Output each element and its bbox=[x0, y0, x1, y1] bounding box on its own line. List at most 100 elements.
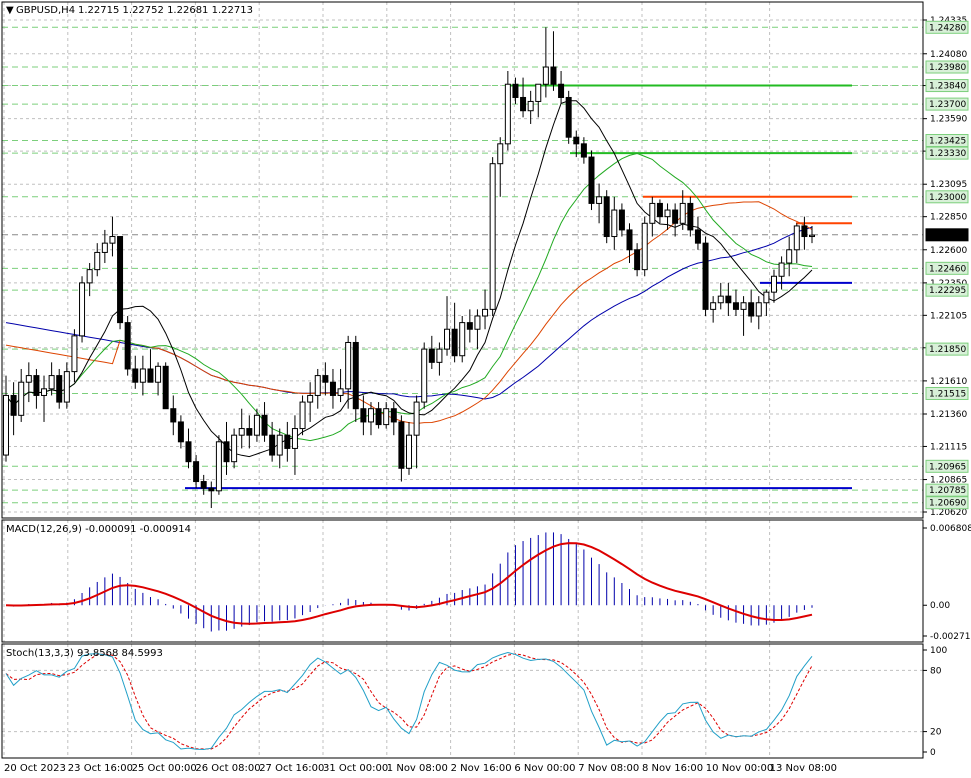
price-tag bbox=[925, 342, 969, 356]
candle-body bbox=[421, 348, 428, 403]
price-tag-label: 1.23700 bbox=[929, 100, 966, 110]
candle-body bbox=[649, 202, 656, 224]
candle-body bbox=[740, 302, 747, 310]
candle-body bbox=[489, 163, 496, 310]
price-tag-label: 1.22295 bbox=[929, 286, 966, 296]
candle-body bbox=[261, 414, 268, 436]
macd-signal-line bbox=[5, 542, 813, 625]
grid-layer bbox=[2, 2, 923, 758]
price-tag bbox=[925, 79, 969, 93]
candle-body bbox=[603, 196, 610, 238]
candle-body bbox=[542, 66, 549, 85]
price-tag bbox=[925, 386, 969, 400]
time-axis-label: 10 Nov 00:00 bbox=[706, 763, 773, 774]
candle-body bbox=[732, 302, 739, 310]
candle-body bbox=[504, 83, 511, 145]
candle-body bbox=[398, 421, 405, 469]
macd-label: MACD(12,26,9) -0.000091 -0.000914 bbox=[6, 524, 191, 535]
candle-body bbox=[10, 394, 17, 416]
ma-blue-line bbox=[5, 226, 813, 400]
price-axis-label: 1.20865 bbox=[930, 476, 967, 486]
stoch-axis-label: 80 bbox=[930, 666, 942, 676]
candle-body bbox=[512, 83, 519, 98]
candle-body bbox=[550, 66, 557, 85]
candle-body bbox=[717, 295, 724, 304]
candle-body bbox=[755, 302, 762, 317]
candle-body bbox=[656, 202, 663, 218]
price-axis-label: 1.23095 bbox=[930, 180, 967, 190]
candle-body bbox=[291, 428, 298, 449]
candle-body bbox=[748, 302, 755, 317]
price-axis-label: 1.24080 bbox=[930, 50, 967, 60]
price-tag bbox=[925, 146, 969, 160]
candle-body bbox=[284, 434, 291, 449]
time-axis-label: 23 Oct 16:00 bbox=[68, 763, 133, 774]
macd-axis-label: 0.00 bbox=[930, 601, 950, 611]
candle-body bbox=[253, 414, 260, 436]
time-axis-label: 13 Nov 08:00 bbox=[770, 763, 837, 774]
stochastic-panel: 100 80 20 0 bbox=[2, 646, 947, 758]
candle-body bbox=[25, 375, 32, 383]
candle-body bbox=[451, 328, 458, 357]
candle-body bbox=[482, 308, 489, 317]
price-tag bbox=[925, 60, 969, 74]
stoch-axis-label: 100 bbox=[930, 646, 947, 656]
candle-body bbox=[147, 368, 154, 383]
price-tag-label: 1.20785 bbox=[929, 486, 966, 496]
candle-body bbox=[329, 381, 336, 396]
candle-body bbox=[246, 428, 253, 436]
stoch-label: Stoch(13,3,3) 93.8568 84.5993 bbox=[6, 648, 163, 659]
candle-body bbox=[390, 408, 397, 423]
price-tag-label: 1.21850 bbox=[929, 345, 966, 355]
stoch-panel-frame bbox=[1, 643, 924, 759]
candle-body bbox=[444, 328, 451, 350]
candle-body bbox=[497, 143, 504, 165]
candle-body bbox=[223, 441, 230, 463]
candle-body bbox=[117, 236, 124, 324]
price-axis-label: 1.21360 bbox=[930, 410, 967, 420]
candle-body bbox=[573, 136, 580, 145]
price-tag-label: 1.22713 bbox=[929, 231, 966, 241]
candle-body bbox=[314, 375, 321, 396]
candle-body bbox=[48, 375, 55, 390]
price-tag-label: 1.24280 bbox=[929, 23, 966, 33]
candle-body bbox=[459, 322, 466, 357]
price-tag-label: 1.23840 bbox=[929, 82, 966, 92]
dropdown-icon[interactable]: ▼ bbox=[6, 5, 14, 16]
price-tag bbox=[925, 496, 969, 510]
candle-body bbox=[702, 242, 709, 310]
moving-averages bbox=[5, 100, 813, 458]
time-axis-label: 20 Oct 2023 bbox=[4, 763, 66, 774]
candle-body bbox=[428, 348, 435, 363]
price-tag-label: 1.21515 bbox=[929, 389, 966, 399]
stoch-signal-line bbox=[5, 653, 813, 750]
candle-body bbox=[383, 408, 390, 426]
stoch-axis-label: 20 bbox=[930, 728, 942, 738]
price-tag bbox=[925, 483, 969, 497]
candle-body bbox=[406, 434, 412, 469]
candle-body bbox=[177, 421, 184, 443]
horizontal-levels[interactable] bbox=[185, 84, 852, 490]
candle-body bbox=[360, 408, 367, 423]
price-tag bbox=[925, 20, 969, 34]
price-axis-label: 1.23590 bbox=[930, 115, 967, 125]
price-tag-label: 1.23980 bbox=[929, 63, 966, 73]
symbol-label: GBPUSD,H4 bbox=[16, 5, 75, 16]
candle-body bbox=[367, 408, 374, 423]
ohlc-label: 1.22715 1.22752 1.22681 1.22713 bbox=[78, 5, 253, 16]
ma-black-line bbox=[5, 100, 813, 458]
price-tag-label: 1.20965 bbox=[929, 462, 966, 472]
candle-body bbox=[124, 322, 131, 370]
candle-body bbox=[345, 341, 352, 390]
time-axis-label: 8 Nov 16:00 bbox=[642, 763, 703, 774]
candle-body bbox=[337, 388, 344, 396]
candle-body bbox=[18, 381, 25, 416]
price-tag bbox=[925, 97, 969, 111]
price-axis-label: 1.22600 bbox=[930, 246, 967, 256]
candle-body bbox=[41, 388, 48, 396]
candle-body bbox=[413, 401, 420, 436]
candle-body bbox=[94, 251, 101, 271]
candle-body bbox=[322, 375, 329, 383]
price-axis-label: 1.21115 bbox=[930, 442, 967, 452]
